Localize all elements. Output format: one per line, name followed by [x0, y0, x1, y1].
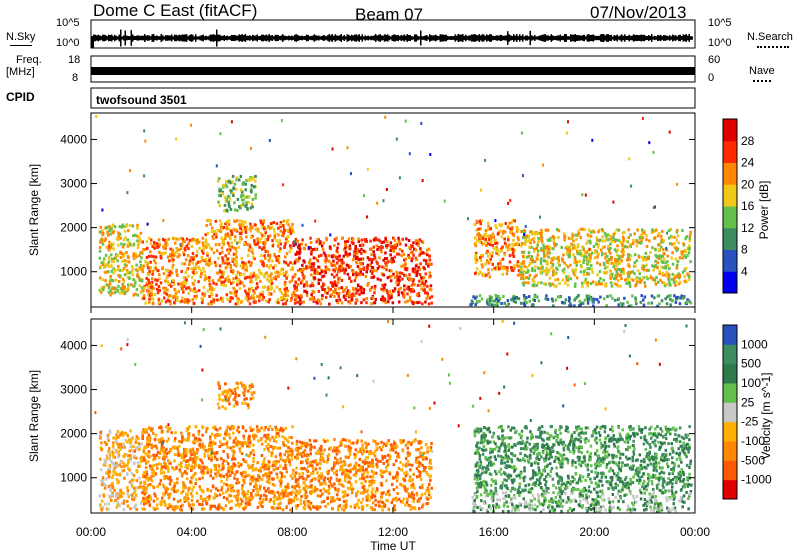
colorbar-segment [723, 383, 737, 403]
colorbar-segment [723, 441, 737, 461]
power-colorbar-label: Power [dB] [757, 181, 771, 240]
y-tick-label: 3000 [60, 177, 87, 191]
nave-dots [753, 80, 771, 82]
nsky-tick-top: 10^5 [56, 17, 80, 29]
nave-tick-top: 60 [708, 54, 721, 66]
nave-tick-bottom: 0 [708, 72, 715, 84]
x-tick-label: 12:00 [378, 525, 408, 539]
colorbar-segment [723, 402, 737, 423]
colorbar-tick-label: 12 [741, 221, 755, 235]
y-tick-label: 4000 [60, 338, 87, 352]
x-tick-label: 16:00 [479, 525, 509, 539]
colorbar-tick-label: 25 [741, 395, 755, 409]
nave-label: Nave [749, 65, 775, 77]
freq-tick-bottom: 8 [72, 72, 79, 84]
colorbar-segment [723, 140, 737, 163]
y-tick-label: 2000 [60, 221, 87, 235]
xlabel: Time UT [370, 539, 416, 553]
colorbar-segment [723, 184, 737, 207]
colorbar-tick-label: 20 [741, 177, 755, 191]
nsearch-dots [757, 46, 789, 48]
title-right: 07/Nov/2013 [590, 3, 687, 22]
colorbar-segment [723, 344, 737, 365]
velocity-ylabel: Slant Range [km] [27, 370, 41, 462]
cpid-label: CPID [6, 90, 35, 104]
title-center: Beam 07 [355, 5, 424, 24]
colorbar-tick-label: -500 [741, 453, 765, 467]
x-tick-label: 04:00 [177, 525, 207, 539]
velocity-data [94, 319, 693, 513]
x-tick-label: 08:00 [277, 525, 307, 539]
nsearch-label: N.Search [747, 31, 793, 43]
colorbar-segment [723, 119, 737, 142]
x-tick-label: 00:00 [76, 525, 106, 539]
colorbar-tick-label: -25 [741, 415, 759, 429]
y-tick-label: 4000 [60, 132, 87, 146]
y-tick-label: 1000 [60, 471, 87, 485]
power-panel-frame [90, 112, 696, 308]
colorbar-segment [723, 249, 737, 272]
power-ylabel: Slant Range [km] [27, 164, 41, 256]
colorbar-segment [723, 421, 737, 442]
x-tick-label: 00:00 [680, 525, 710, 539]
colorbar-tick-label: -1000 [741, 473, 772, 487]
nsky-underline [10, 45, 32, 46]
power-data [95, 115, 693, 307]
nave-band [91, 67, 695, 75]
x-tick-label: 20:00 [579, 525, 609, 539]
power-y-axis: 4000 3000 2000 1000 [60, 132, 695, 279]
colorbar-tick-label: 500 [741, 357, 761, 371]
colorbar-segment [723, 479, 737, 500]
colorbar-tick-label: 8 [741, 243, 748, 257]
time-axis: 00:00 04:00 08:00 12:00 16:00 20:00 00:00 [76, 307, 710, 539]
colorbar-segment [723, 460, 737, 481]
y-tick-label: 2000 [60, 427, 87, 441]
nsky-panel-frame [90, 19, 696, 49]
cpid-panel-frame [90, 87, 696, 109]
colorbar-segment [723, 162, 737, 185]
colorbar-tick-label: 28 [741, 134, 755, 148]
velocity-y-axis: 4000 3000 2000 1000 [60, 338, 695, 485]
freq-unit: [MHz] [6, 66, 35, 78]
y-tick-label: 1000 [60, 265, 87, 279]
velocity-colorbar: 1000 500 100 25 -25 -100 -500 -1000 [722, 324, 772, 500]
y-tick-label: 3000 [60, 383, 87, 397]
nsearch-tick-bottom: 10^0 [708, 37, 732, 49]
nsky-label: N.Sky [6, 31, 36, 43]
colorbar-tick-label: 24 [741, 156, 755, 170]
power-colorbar: 28 24 20 16 12 8 4 [722, 118, 755, 294]
nsky-tick-bottom: 10^0 [56, 37, 80, 49]
nsearch-tick-top: 10^5 [708, 17, 732, 29]
colorbar-tick-label: -100 [741, 434, 765, 448]
colorbar-tick-label: 16 [741, 199, 755, 213]
colorbar-segment [723, 363, 737, 384]
colorbar-segment [723, 271, 737, 294]
colorbar-tick-label: 100 [741, 376, 761, 390]
colorbar-segment [723, 206, 737, 229]
cpid-value: twofsound 3501 [96, 93, 187, 107]
colorbar-tick-label: 4 [741, 264, 748, 278]
colorbar-segment [723, 227, 737, 250]
nsky-trace [91, 29, 693, 48]
colorbar-tick-label: 1000 [741, 337, 768, 351]
velocity-colorbar-label: Velocity [m s^-1] [759, 373, 773, 460]
freq-label: Freq. [16, 54, 42, 66]
title-left: Dome C East (fitACF) [93, 1, 258, 20]
freq-tick-top: 18 [68, 54, 81, 66]
colorbar-segment [723, 325, 737, 345]
